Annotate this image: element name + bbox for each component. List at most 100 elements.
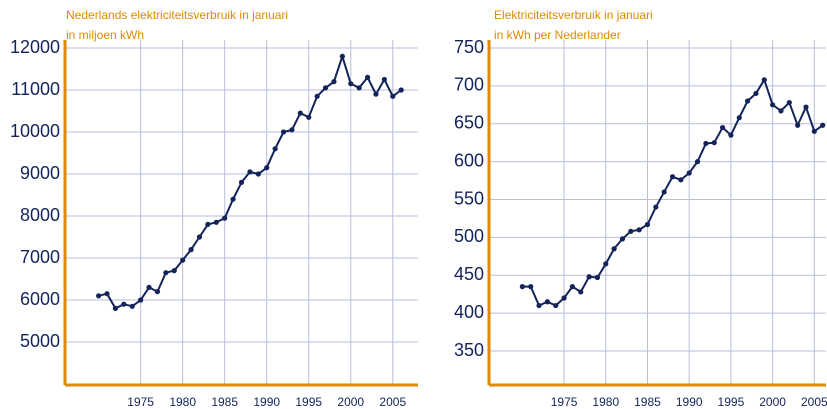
data-point bbox=[331, 79, 337, 85]
data-point bbox=[129, 303, 135, 309]
data-point bbox=[381, 76, 387, 83]
y-tick-label: 6000 bbox=[20, 289, 60, 309]
x-tick-label: 1975 bbox=[551, 395, 578, 409]
data-point bbox=[728, 132, 734, 138]
data-point bbox=[138, 297, 144, 303]
data-point bbox=[356, 85, 362, 91]
data-point bbox=[272, 146, 278, 152]
data-point bbox=[171, 268, 177, 274]
data-point bbox=[348, 81, 354, 87]
data-point bbox=[644, 221, 651, 228]
data-point bbox=[795, 122, 801, 128]
data-point bbox=[390, 93, 396, 99]
x-tick-label: 1995 bbox=[718, 395, 745, 409]
data-point bbox=[180, 257, 186, 263]
data-point bbox=[711, 140, 717, 146]
y-tick-label: 650 bbox=[454, 113, 484, 133]
data-point bbox=[247, 169, 253, 175]
chart-subtitle: in kWh per Nederlander bbox=[494, 28, 621, 42]
x-tick-label: 1985 bbox=[211, 395, 238, 409]
data-point bbox=[661, 189, 667, 195]
data-line bbox=[522, 77, 824, 307]
data-point bbox=[519, 284, 525, 290]
y-tick-label: 750 bbox=[454, 37, 484, 57]
data-point bbox=[594, 274, 601, 281]
data-point bbox=[603, 261, 609, 267]
y-tick-label: 450 bbox=[454, 264, 484, 284]
data-point bbox=[205, 221, 211, 227]
data-point bbox=[820, 122, 826, 128]
data-point bbox=[553, 302, 559, 309]
data-point bbox=[188, 247, 194, 253]
data-point bbox=[811, 128, 817, 134]
y-tick-label: 5000 bbox=[20, 331, 60, 351]
data-point bbox=[112, 305, 119, 311]
data-point bbox=[322, 85, 329, 91]
data-point bbox=[264, 165, 270, 171]
data-point bbox=[255, 171, 261, 177]
data-point bbox=[770, 102, 776, 108]
data-point bbox=[163, 270, 169, 276]
x-tick-label: 1995 bbox=[295, 395, 322, 409]
y-tick-label: 11000 bbox=[11, 79, 60, 99]
data-point bbox=[653, 204, 659, 210]
chart-subtitle: in miljoen kWh bbox=[66, 28, 144, 42]
data-point bbox=[146, 284, 152, 290]
data-point bbox=[686, 170, 692, 176]
y-tick-label: 350 bbox=[454, 340, 484, 360]
data-point bbox=[528, 284, 534, 290]
data-point bbox=[213, 219, 219, 225]
data-point bbox=[703, 140, 709, 147]
data-point bbox=[536, 302, 542, 309]
data-point bbox=[398, 87, 404, 93]
x-tick-label: 2005 bbox=[379, 395, 406, 409]
data-point bbox=[694, 159, 701, 165]
data-point bbox=[364, 74, 371, 80]
x-tick-label: 1980 bbox=[592, 395, 619, 409]
data-point bbox=[314, 93, 320, 99]
y-tick-label: 550 bbox=[454, 188, 484, 208]
x-tick-label: 2005 bbox=[801, 395, 827, 409]
data-point bbox=[736, 115, 742, 121]
y-tick-label: 700 bbox=[454, 75, 484, 95]
data-point bbox=[761, 77, 767, 83]
data-point bbox=[578, 289, 584, 295]
data-point bbox=[569, 284, 576, 290]
x-tick-label: 1990 bbox=[253, 395, 280, 409]
data-point bbox=[669, 174, 676, 180]
y-tick-label: 7000 bbox=[20, 247, 60, 267]
data-point bbox=[154, 289, 161, 295]
data-point bbox=[561, 295, 567, 301]
y-tick-label: 8000 bbox=[20, 205, 60, 225]
data-point bbox=[611, 246, 617, 252]
y-tick-label: 9000 bbox=[20, 163, 60, 183]
y-tick-label: 10000 bbox=[10, 121, 60, 141]
data-point bbox=[786, 99, 792, 106]
chart-title: Elektriciteitsverbruik in januari bbox=[494, 8, 653, 22]
chart-title: Nederlands elektriciteitsverbruik in jan… bbox=[66, 8, 288, 22]
x-tick-label: 2000 bbox=[759, 395, 786, 409]
data-point bbox=[297, 110, 303, 116]
x-tick-label: 2000 bbox=[337, 395, 364, 409]
data-point bbox=[778, 108, 784, 114]
data-point bbox=[121, 301, 127, 307]
x-tick-label: 1990 bbox=[676, 395, 703, 409]
data-point bbox=[280, 129, 287, 135]
data-point bbox=[104, 291, 110, 297]
x-tick-label: 1980 bbox=[169, 395, 196, 409]
data-point bbox=[339, 53, 345, 60]
data-point bbox=[96, 293, 102, 299]
data-point bbox=[230, 196, 236, 202]
data-point bbox=[744, 98, 751, 104]
data-point bbox=[196, 234, 203, 240]
data-point bbox=[619, 236, 626, 242]
data-point bbox=[586, 274, 592, 280]
data-point bbox=[636, 227, 642, 233]
y-tick-label: 500 bbox=[454, 226, 484, 246]
data-point bbox=[678, 177, 684, 183]
data-point bbox=[306, 114, 312, 120]
data-point bbox=[544, 299, 550, 305]
data-point bbox=[289, 127, 295, 133]
data-point bbox=[628, 228, 634, 234]
